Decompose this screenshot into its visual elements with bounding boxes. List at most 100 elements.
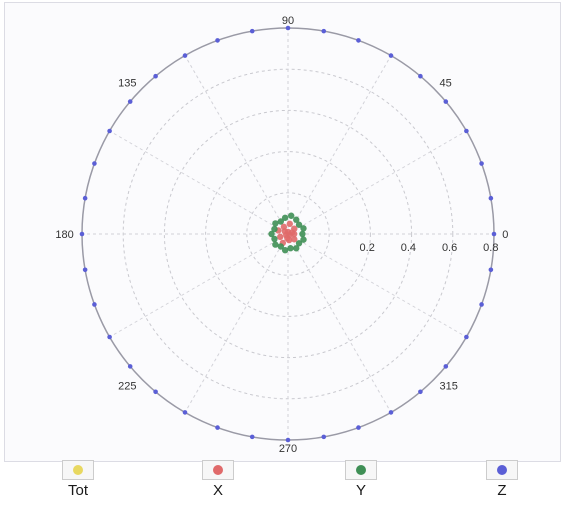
grid-spoke-330 [287,233,467,338]
point-y-8 [271,225,278,233]
point-z-6 [388,53,394,58]
angle-labels: 0 45 90 135 180 225 270 315 [55,15,508,455]
point-z-21 [107,334,112,340]
point-z-19 [82,267,88,273]
point-y-13 [281,247,289,254]
angle-label-90: 90 [282,15,294,27]
point-z-18 [79,231,85,237]
data-series [79,25,497,443]
grid-spoke-150 [109,130,289,235]
grid-spoke-30 [287,130,467,235]
point-y-2 [295,221,303,228]
angle-label-0: 0 [502,229,508,241]
radial-tick-label-0: 0.2 [360,242,375,254]
point-z-13 [153,73,158,79]
point-y-0 [299,230,306,238]
radial-tick-label-1: 0.4 [401,242,416,254]
legend-item-z[interactable]: Z [480,460,524,499]
point-z-33 [464,334,469,340]
point-z-1 [488,195,494,201]
point-y-10 [271,235,278,243]
point-y-9 [268,230,275,238]
point-z-16 [92,161,97,166]
point-y-6 [277,218,284,225]
angle-label-270: 270 [279,443,297,455]
legend-swatch-y [345,460,377,480]
point-z-30 [388,410,394,415]
point-y-7 [272,220,279,227]
legend-label-y: Y [355,482,366,499]
point-z-7 [356,38,361,43]
point-x-8 [291,236,298,243]
grid-spoke-300 [287,233,392,413]
legend-swatch-x [202,460,234,480]
legend-swatch-tot [62,460,94,480]
legend-dot-x [213,465,223,475]
series-x [275,220,298,247]
grid-spoke-210 [109,233,289,338]
point-x-5 [277,233,284,241]
point-z-4 [443,99,449,104]
series-z [79,25,497,443]
grid-spoke-120 [184,55,289,235]
point-z-5 [418,73,423,79]
point-z-27 [285,437,291,443]
point-z-14 [127,99,133,104]
point-y-3 [293,216,300,223]
radial-tick-label-3: 0.8 [483,242,498,254]
point-x-2 [286,220,293,228]
point-y-1 [300,225,307,232]
grid-circle-2 [163,109,413,359]
radial-tick-label-2: 0.6 [442,242,457,254]
point-y-11 [272,241,279,248]
angle-label-315: 315 [439,380,457,392]
legend-dot-y [356,465,366,475]
point-y-12 [277,243,284,250]
point-z-9 [285,25,291,31]
point-z-23 [153,389,158,395]
point-z-26 [249,434,255,440]
point-x-14 [286,231,293,239]
point-z-2 [479,161,484,166]
angle-label-45: 45 [439,78,451,90]
grid-spoke-60 [287,55,392,235]
legend-label-z: Z [497,482,507,499]
angle-label-225: 225 [118,380,136,392]
point-z-12 [182,53,188,58]
point-z-17 [82,195,88,201]
point-z-0 [491,231,497,237]
point-z-20 [92,302,97,307]
legend-item-y[interactable]: Y [339,460,383,499]
grid-circle-0 [246,192,330,276]
legend-item-x[interactable]: X [196,460,240,499]
point-z-29 [356,425,361,430]
point-z-3 [464,128,469,134]
grid-circle-1 [205,151,371,317]
point-z-31 [418,389,423,395]
point-z-32 [443,364,449,369]
point-z-11 [215,38,220,43]
radial-tick-labels: 0.2 0.4 0.6 0.8 [360,242,499,254]
point-z-35 [488,267,494,273]
legend-item-tot[interactable]: Tot [56,460,100,499]
legend-label-x: X [212,482,223,499]
point-z-10 [249,28,255,34]
point-y-4 [288,212,295,219]
point-y-5 [281,214,289,221]
angle-label-135: 135 [118,78,136,90]
grid-spoke-240 [184,233,289,413]
legend-dot-tot [73,465,83,475]
point-z-8 [321,28,327,34]
point-y-14 [287,245,294,252]
point-y-16 [295,240,303,247]
point-y-15 [293,245,300,252]
legend: Tot X Y Z [0,458,568,506]
legend-dot-z [497,465,507,475]
legend-swatch-z [486,460,518,480]
point-z-22 [127,364,133,369]
point-z-24 [182,410,188,415]
point-y-17 [300,236,307,243]
point-z-25 [215,425,220,430]
series-y [268,212,307,254]
